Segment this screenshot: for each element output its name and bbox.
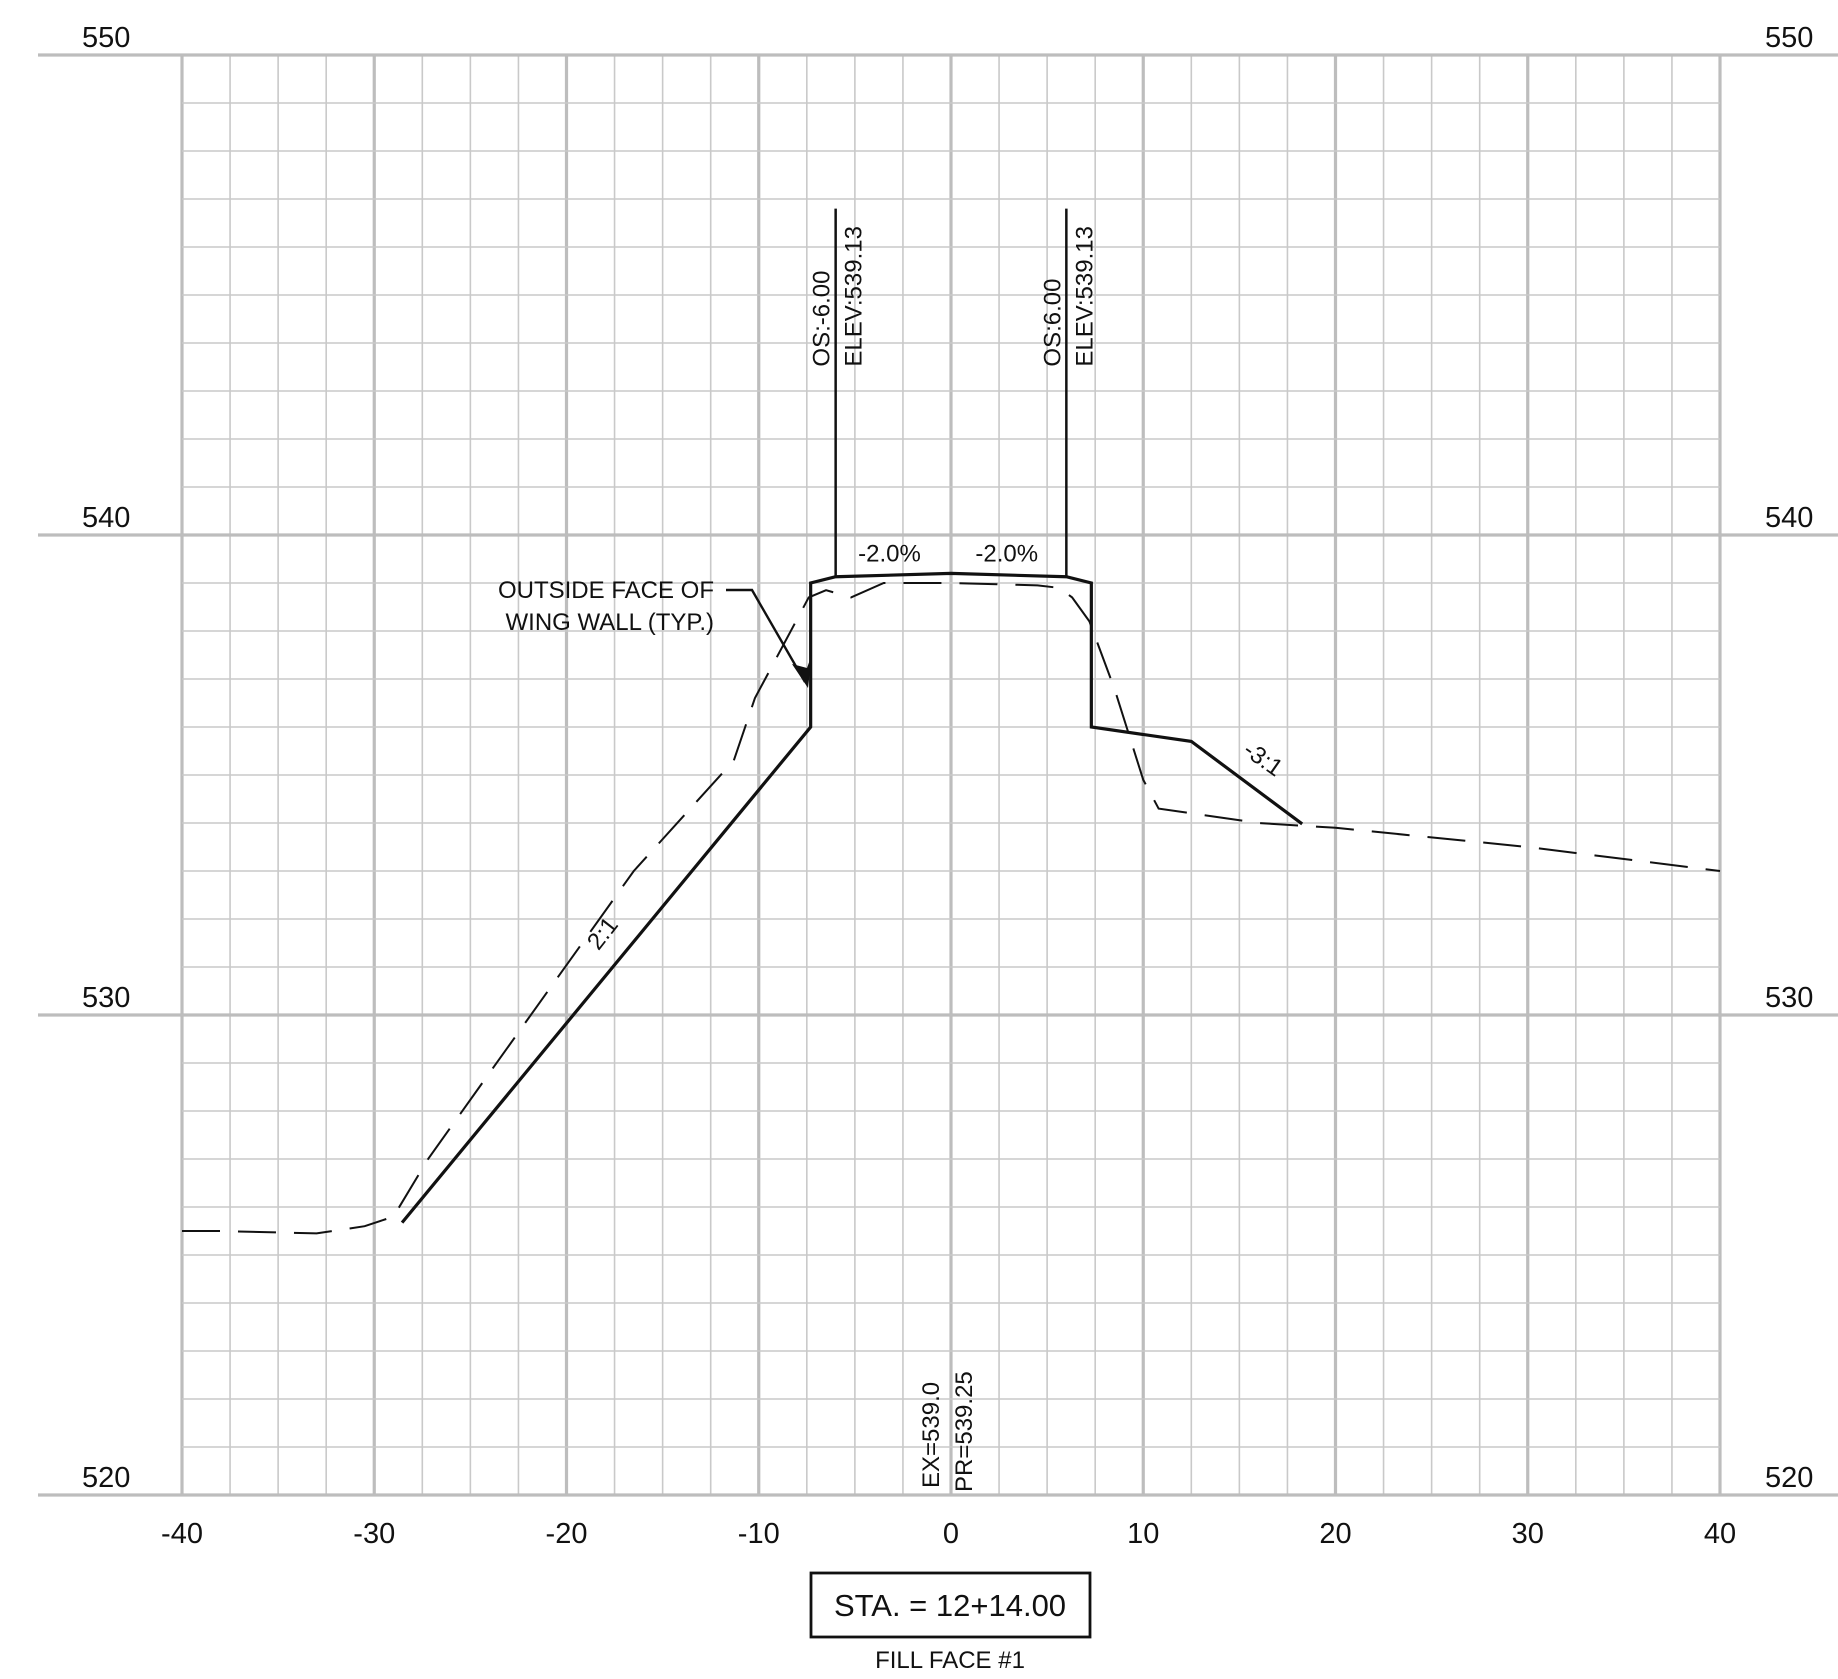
- profiles: [182, 571, 1721, 1235]
- station-label: STA. = 12+14.00: [834, 1588, 1066, 1623]
- y-axis-label-right: 530: [1765, 982, 1813, 1014]
- x-axis-label: 30: [1512, 1518, 1544, 1550]
- annotation-arrowhead: [792, 654, 812, 688]
- x-axis-label: 0: [943, 1518, 959, 1550]
- y-axis-label-left: 550: [82, 22, 130, 54]
- annotation-line-1: OUTSIDE FACE OF: [498, 577, 714, 604]
- annotation-leader-line: [726, 588, 807, 683]
- y-axis-label-left: 540: [82, 502, 130, 534]
- offset-markers: OS:-6.00 ELEV:539.13 OS:6.00 ELEV:539.13: [809, 208, 1098, 577]
- offset-marker-elev-label: ELEV:539.13: [1071, 226, 1098, 367]
- station-caption: FILL FACE #1: [875, 1647, 1025, 1674]
- proposed-section-line: [400, 571, 1304, 1224]
- slope-label: -2.0%: [975, 540, 1038, 567]
- x-axis-label: -40: [161, 1518, 203, 1550]
- station-box: [809, 1571, 1092, 1639]
- y-axis-label-right: 550: [1765, 22, 1813, 54]
- x-axis-label: 10: [1127, 1518, 1159, 1550]
- offset-marker-elev-label: ELEV:539.13: [841, 226, 868, 367]
- x-axis-label: -30: [353, 1518, 395, 1550]
- y-axis-label-right: 520: [1765, 1462, 1813, 1494]
- x-axis-label: 20: [1319, 1518, 1351, 1550]
- offset-marker-os-label: OS:-6.00: [809, 271, 836, 367]
- x-axis-label: 40: [1704, 1518, 1736, 1550]
- offset-marker-os-label: OS:6.00: [1039, 279, 1066, 367]
- x-axis-label: -10: [738, 1518, 780, 1550]
- x-axis-label: -20: [546, 1518, 588, 1550]
- y-axis-label-left: 530: [82, 982, 130, 1014]
- center-pr-label: PR=539.25: [951, 1371, 978, 1492]
- center-ex-label: EX=539.0: [918, 1382, 945, 1488]
- y-axis-label-right: 540: [1765, 502, 1813, 534]
- y-axis-label-left: 520: [82, 1462, 130, 1494]
- slope-label: -2.0%: [858, 540, 921, 567]
- annotation-line-2: WING WALL (TYP.): [506, 609, 714, 636]
- grid: [38, 53, 1838, 1497]
- existing-ground-line: [182, 582, 1721, 1235]
- axes: 550 540 530 520 550 540 530 520 -40 -30 -20 -10 0 10 2…: [82, 22, 1813, 1550]
